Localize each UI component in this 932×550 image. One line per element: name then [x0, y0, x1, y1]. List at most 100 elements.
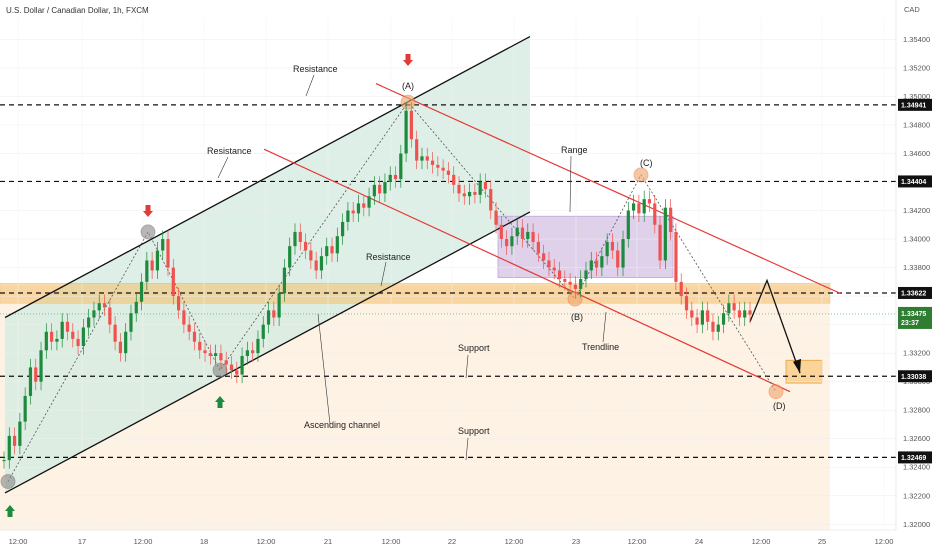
annotation-leader [317, 313, 331, 425]
candle-body [520, 227, 525, 240]
countdown-label: 23:37 [901, 320, 919, 327]
candle-body [594, 260, 599, 268]
candle-body [499, 224, 503, 240]
candle-body [303, 241, 308, 251]
candle-body [261, 324, 265, 339]
annotation-label: Resistance [366, 252, 411, 262]
candle-body [330, 246, 334, 254]
candle-body [716, 324, 720, 332]
annotation-label: Ascending channel [304, 420, 380, 430]
annotation-label: (A) [402, 81, 414, 91]
candle-body [298, 231, 302, 242]
candle-body [235, 370, 239, 375]
candle-body [462, 193, 466, 197]
up-arrow-mid [215, 396, 225, 408]
arrow-shaft [405, 54, 411, 60]
x-axis[interactable]: 12:00 17 12:00 18 12:00 21 12:00 22 12:00 23 12:00… [0, 529, 896, 546]
candle-body [240, 356, 244, 375]
candle-body [50, 331, 54, 342]
candle-body [388, 174, 392, 183]
annotation-leader [217, 156, 229, 179]
x-tick-label: 12:00 [875, 537, 894, 546]
candle-body [573, 284, 578, 289]
annotation-leader [380, 261, 387, 287]
candle-body [626, 210, 630, 240]
y-tick-label: 1.34600 [903, 149, 930, 158]
candle-body [372, 184, 376, 197]
arrow-shaft [217, 402, 223, 408]
candle-body [489, 189, 493, 211]
candle-body [12, 435, 17, 446]
price-tag-bg [898, 370, 932, 383]
price-tag-bg [898, 98, 932, 111]
channel-lower-line [4, 211, 531, 494]
candle-body [23, 395, 27, 422]
candle-body [182, 310, 186, 325]
candle-body [124, 331, 128, 354]
candle-body [483, 182, 488, 190]
candle-body [44, 331, 48, 351]
candle-body [383, 182, 387, 194]
candle-body [2, 460, 6, 462]
candle-body [473, 191, 477, 195]
candle-body [515, 227, 519, 237]
candle-body [351, 210, 355, 214]
annotation-label: Range [561, 145, 588, 155]
annotation-leader [569, 155, 572, 213]
candle-body [505, 239, 509, 247]
y-tick-label: 1.33200 [903, 349, 930, 358]
candle-body [436, 164, 440, 168]
arrow-shaft [145, 205, 151, 211]
price-tag-label: 1.33038 [901, 374, 926, 381]
y-tick-label: 1.32400 [903, 463, 930, 472]
candle-body [92, 310, 96, 318]
candle-body [467, 191, 472, 197]
candle-body [610, 241, 615, 251]
x-tick-label: 12:00 [382, 537, 401, 546]
arrow-head [5, 505, 15, 511]
y-tick-label: 1.32800 [903, 406, 930, 415]
candle-body [584, 270, 588, 279]
candle-body [721, 313, 726, 325]
candle-body [706, 310, 710, 322]
candle-body [621, 239, 625, 268]
candle-body [245, 350, 249, 357]
candle-body [446, 170, 451, 175]
candle-body [335, 236, 339, 254]
y-tick-label: 1.33800 [903, 263, 930, 272]
candle-body [293, 231, 297, 247]
x-tick-label: 23 [572, 537, 580, 546]
candle-body [547, 260, 551, 268]
y-tick-label: 1.34200 [903, 206, 930, 215]
candle-body [150, 260, 154, 271]
annotation-label: Support [458, 426, 490, 436]
candle-body [737, 310, 742, 318]
candle-body [526, 231, 530, 240]
candle-body [219, 353, 223, 361]
candle-body [727, 303, 731, 314]
pivot-marker [140, 224, 156, 240]
x-tick-label: 12:00 [752, 537, 771, 546]
annotations-layer: Resistance Resistance Resistance (A) Range (C… [5, 54, 786, 517]
annotation-leader [305, 74, 315, 97]
candle-body [441, 167, 445, 171]
candle-body [663, 207, 667, 261]
candle-body [256, 338, 260, 354]
candle-body [658, 224, 662, 261]
descending-upper-line [375, 83, 841, 294]
candle-body [568, 281, 572, 285]
candle-body [166, 239, 170, 268]
candle-body [139, 281, 144, 302]
candle-body [55, 338, 59, 342]
x-tick-label: 12:00 [9, 537, 28, 546]
candle-body [282, 267, 287, 294]
candle-body [87, 317, 91, 328]
candle-body [171, 267, 175, 297]
candle-body [743, 310, 747, 318]
candle-body [674, 231, 678, 282]
candle-body [452, 174, 456, 185]
pivot-marker [567, 291, 583, 307]
y-axis[interactable]: 1.35400 1.35200 1.35000 1.34800 1.34600 1.344… [895, 0, 932, 530]
candle-body [113, 324, 117, 342]
candle-body [341, 221, 345, 237]
